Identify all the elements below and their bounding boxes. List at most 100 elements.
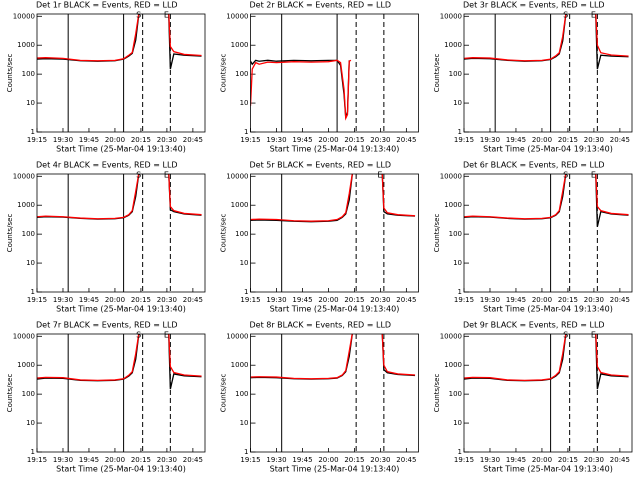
y-tick-label: 1: [31, 448, 35, 456]
x-tick-label: 20:15: [344, 136, 364, 144]
plot-frame: [250, 13, 419, 133]
x-tick-label: 20:45: [610, 136, 630, 144]
x-tick-label: 20:15: [558, 456, 578, 464]
event-label: E: [591, 171, 596, 180]
x-tick-label: 19:45: [79, 136, 99, 144]
plot-frame: [463, 173, 633, 293]
event-label: S: [136, 11, 141, 20]
y-tick-label: 100: [449, 390, 462, 398]
y-axis-label: Counts/sec: [6, 214, 14, 253]
y-tick-label: 10: [453, 419, 462, 427]
x-tick-label: 19:45: [506, 136, 526, 144]
plot-area: [464, 14, 629, 132]
data-line: [37, 174, 202, 220]
y-tick-label: 10: [240, 259, 249, 267]
x-tick-label: 20:45: [610, 296, 630, 304]
x-tick-label: 19:30: [266, 456, 286, 464]
x-axis-label: Start Time (25-Mar-04 19:13:40): [56, 465, 186, 474]
y-tick-label: 1000: [17, 41, 35, 49]
x-tick-label: 19:45: [292, 136, 312, 144]
y-tick-label: 1000: [231, 41, 249, 49]
x-tick-label: 20:45: [183, 456, 203, 464]
event-label: E: [591, 331, 596, 340]
event-label: S: [563, 11, 568, 20]
plot-area: [250, 174, 416, 292]
x-tick-label: 19:30: [480, 136, 500, 144]
y-tick-label: 1: [244, 448, 248, 456]
x-axis-label: Start Time (25-Mar-04 19:13:40): [483, 305, 613, 314]
x-tick-label: 20:00: [532, 456, 552, 464]
y-tick-label: 10: [240, 419, 249, 427]
data-line: [250, 174, 416, 222]
x-tick-label: 20:00: [532, 296, 552, 304]
x-tick-label: 19:30: [53, 456, 73, 464]
x-axis-label: Start Time (25-Mar-04 19:13:40): [483, 145, 613, 154]
y-tick-label: 10: [26, 99, 35, 107]
y-tick-label: 10000: [226, 332, 248, 340]
panel: Det 3r BLACK = Events, RED = LLD Start Ti…: [433, 1, 633, 154]
y-axis-label: Counts/sec: [220, 374, 228, 413]
x-tick-label: 20:00: [318, 136, 338, 144]
x-tick-label: 20:15: [344, 456, 364, 464]
x-tick-label: 20:15: [131, 456, 151, 464]
y-tick-label: 10000: [13, 332, 35, 340]
x-tick-label: 20:00: [532, 136, 552, 144]
y-tick-label: 10: [26, 419, 35, 427]
x-axis-label: Start Time (25-Mar-04 19:13:40): [483, 465, 613, 474]
chart-title: Det 6r BLACK = Events, RED = LLD: [463, 161, 605, 170]
chart-title: Det 9r BLACK = Events, RED = LLD: [463, 321, 605, 330]
y-tick-label: 10000: [13, 12, 35, 20]
y-tick-label: 1000: [444, 201, 462, 209]
x-tick-label: 19:45: [79, 296, 99, 304]
x-axis-label: Start Time (25-Mar-04 19:13:40): [270, 305, 400, 314]
plot-area: [250, 14, 385, 132]
x-tick-label: 19:30: [266, 296, 286, 304]
x-tick-label: 20:45: [183, 296, 203, 304]
x-tick-label: 19:15: [454, 136, 474, 144]
x-tick-label: 19:15: [27, 136, 47, 144]
x-axis-label: Start Time (25-Mar-04 19:13:40): [270, 145, 400, 154]
plot-area: [37, 14, 202, 132]
x-tick-label: 20:30: [584, 136, 604, 144]
x-tick-label: 20:00: [318, 296, 338, 304]
y-tick-label: 10000: [226, 12, 248, 20]
plot-frame: [463, 333, 633, 453]
x-tick-label: 19:45: [292, 456, 312, 464]
panel: Det 1r BLACK = Events, RED = LLD Start Ti…: [6, 1, 206, 154]
plot-area: [250, 334, 416, 452]
panel: Det 5r BLACK = Events, RED = LLD Start Ti…: [220, 161, 419, 314]
y-tick-label: 100: [22, 70, 35, 78]
x-tick-label: 20:45: [183, 136, 203, 144]
y-tick-label: 1: [31, 128, 35, 136]
event-label: S: [563, 171, 568, 180]
chart-title: Det 7r BLACK = Events, RED = LLD: [36, 321, 178, 330]
y-axis-label: Counts/sec: [220, 54, 228, 93]
x-tick-label: 19:30: [266, 136, 286, 144]
plot-area: [37, 334, 202, 452]
event-label: S: [563, 331, 568, 340]
y-tick-label: 10: [453, 99, 462, 107]
plot-frame: [36, 333, 206, 453]
event-label: E: [591, 11, 596, 20]
x-tick-label: 20:15: [344, 296, 364, 304]
data-line: [37, 334, 202, 381]
x-tick-label: 20:30: [584, 296, 604, 304]
y-tick-label: 100: [22, 230, 35, 238]
panel: Det 4r BLACK = Events, RED = LLD Start Ti…: [6, 161, 206, 314]
x-tick-label: 20:15: [131, 296, 151, 304]
plot-frame: [250, 173, 419, 293]
panel: Det 2r BLACK = Events, RED = LLD Start Ti…: [220, 1, 419, 154]
x-tick-label: 19:45: [506, 456, 526, 464]
x-tick-label: 20:30: [370, 296, 390, 304]
plot-frame: [250, 333, 419, 453]
x-tick-label: 19:15: [27, 296, 47, 304]
y-tick-label: 100: [449, 70, 462, 78]
event-label: E: [164, 331, 169, 340]
x-axis-label: Start Time (25-Mar-04 19:13:40): [56, 145, 186, 154]
y-tick-label: 100: [235, 230, 248, 238]
y-tick-label: 1: [458, 288, 462, 296]
y-tick-label: 10000: [440, 332, 462, 340]
data-line: [250, 59, 352, 121]
